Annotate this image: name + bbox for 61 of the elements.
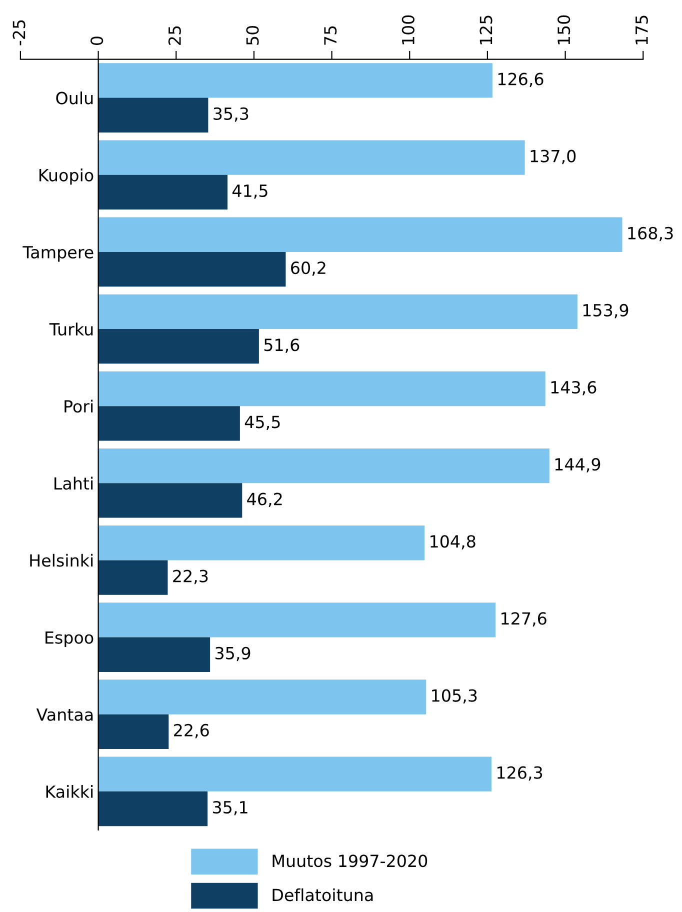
data-label: 126,3 [498,766,542,781]
y-tick-label: Tampere [22,246,94,262]
x-tick-label: 100 [402,15,414,44]
bar [98,63,492,98]
y-tick-label: Kuopio [39,168,94,185]
y-tick-label: Lahti [54,476,93,490]
bar [98,98,208,132]
bar [98,714,169,750]
data-label: 45,5 [244,416,280,430]
bar [98,329,259,364]
data-label: 126,6 [498,72,544,88]
bar [98,174,228,210]
data-label: 41,5 [232,184,268,199]
y-tick-label: Kaikki [46,785,93,798]
bar [98,637,210,672]
bar [98,371,546,406]
bar [98,448,550,484]
bar [98,294,578,330]
data-label: 144,9 [555,458,600,472]
legend-label: Deflatoituna [272,888,373,902]
x-tick-label: 175 [636,16,648,44]
data-label: 127,6 [502,612,546,626]
data-label: 60,2 [291,262,326,276]
data-label: 22,6 [174,724,209,738]
data-label: 137,0 [530,150,576,164]
bar [98,252,286,287]
bar [98,680,426,714]
x-tick-label: 150 [558,15,570,44]
bar [98,756,492,792]
bar [98,217,622,252]
bar [98,140,525,175]
x-tick-label: 25 [168,26,181,45]
bar [98,791,208,826]
data-label: 35,9 [216,646,250,662]
y-tick-label: Espoo [46,631,94,648]
x-tick-label: -25 [12,20,26,46]
data-label: 46,2 [247,492,282,508]
x-tick-label: 125 [480,16,492,44]
data-label: 35,3 [214,107,248,122]
data-label: 104,8 [430,535,476,550]
y-tick-label: Helsinki [30,554,93,567]
x-tick-label: 50 [246,26,259,45]
y-tick-label: Turku [49,322,93,336]
legend-label: Muutos 1997-2020 [272,854,428,868]
data-label: 143,6 [551,380,596,396]
bar [98,526,425,560]
bar [98,560,168,595]
data-label: 22,3 [173,570,208,584]
x-tick-label: 75 [324,26,337,45]
y-tick-label: Vantaa [36,708,93,721]
y-tick-label: Oulu [56,91,93,104]
x-tick-label: 0 [90,36,104,45]
data-label: 51,6 [264,338,300,353]
y-tick-label: Pori [64,400,93,413]
bar [98,406,240,441]
data-label: 153,9 [583,304,628,318]
data-label: 105,3 [432,689,477,704]
data-label: 35,1 [213,800,248,816]
bar [98,483,242,518]
data-label: 168,3 [628,226,673,242]
bar [98,602,496,638]
